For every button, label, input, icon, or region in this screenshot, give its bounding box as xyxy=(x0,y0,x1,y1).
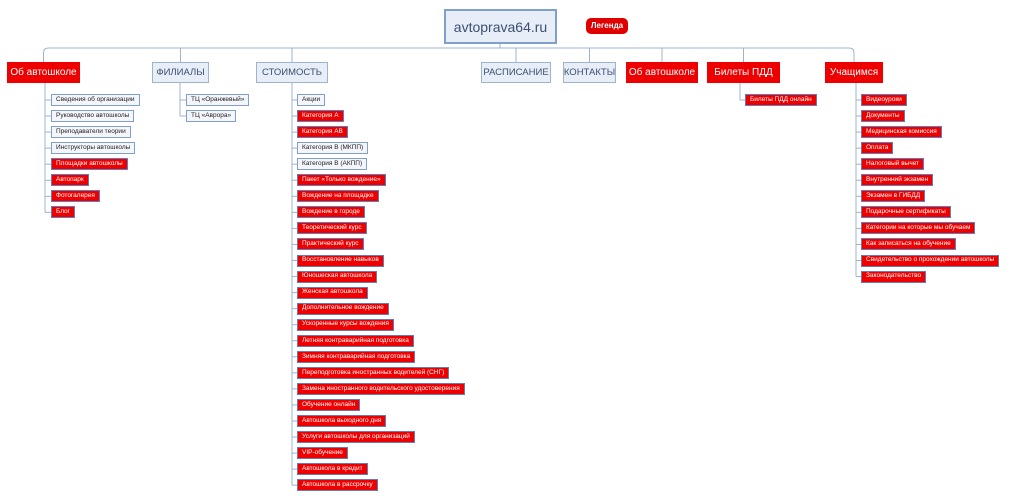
menu-item[interactable]: Видеоуроки xyxy=(861,94,907,106)
menu-item[interactable]: Налоговый вычет xyxy=(861,158,925,171)
menu-item[interactable]: ТЦ «Аврора» xyxy=(186,110,237,123)
menu-item[interactable]: Женская автошкола xyxy=(297,286,368,299)
menu-item[interactable]: Медицинская комиссия xyxy=(861,126,942,139)
menu-item[interactable]: Дополнительное вождение xyxy=(297,302,389,315)
menu-item[interactable]: Автошкола в кредит xyxy=(297,463,368,476)
menu-item[interactable]: Категория В (АКПП) xyxy=(297,158,368,171)
menu-item[interactable]: Площадки автошколы xyxy=(51,158,128,171)
menu-item[interactable]: Билеты ПДД онлайн xyxy=(745,94,817,106)
menu-item[interactable]: Вождение на площадке xyxy=(297,190,379,203)
branch-label: Билеты ПДД xyxy=(714,66,773,78)
bus-line xyxy=(43,47,855,62)
menu-item[interactable]: Инструкторы автошколы xyxy=(51,142,136,155)
menu-item[interactable]: Фотогалерея xyxy=(51,190,100,203)
branch-tickets[interactable]: Билеты ПДД xyxy=(707,62,780,83)
branch-price[interactable]: СТОИМОСТЬ xyxy=(256,62,328,83)
menu-item[interactable]: Категория А xyxy=(297,110,344,123)
menu-item[interactable]: Подарочные сертификаты xyxy=(861,206,951,219)
branch-branches[interactable]: ФИЛИАЛЫ xyxy=(152,62,209,83)
menu-item[interactable]: Экзамен в ГИБДД xyxy=(861,190,926,203)
menu-item[interactable]: Категория АВ xyxy=(297,126,348,139)
branch-about[interactable]: Об автошколе xyxy=(7,62,80,83)
menu-item[interactable]: Акции xyxy=(297,94,326,106)
menu-item[interactable]: Оплата xyxy=(861,142,894,155)
menu-item[interactable]: Законодательство xyxy=(861,270,927,283)
menu-item[interactable]: Категории на которые мы обучаем xyxy=(861,222,976,235)
menu-item[interactable]: Как записаться на обучение xyxy=(861,238,956,251)
branch-schedule[interactable]: РАСПИСАНИЕ xyxy=(481,62,551,83)
menu-item[interactable]: Руководство автошколы xyxy=(51,110,135,123)
menu-item[interactable]: Категория В (МКПП) xyxy=(297,142,369,155)
menu-item[interactable]: Внутренний экзамен xyxy=(861,174,934,187)
menu-item[interactable]: Автопарк xyxy=(51,174,89,187)
branch-label: КОНТАКТЫ xyxy=(563,66,616,78)
menu-item[interactable]: Обучение онлайн xyxy=(297,398,361,411)
branch-label: Об автошколе xyxy=(10,66,77,78)
branch-label: Учащимся xyxy=(829,66,879,78)
branch-about2[interactable]: Об автошколе xyxy=(626,62,698,83)
root-label: avtoprava64.ru xyxy=(453,18,548,35)
branch-label: РАСПИСАНИЕ xyxy=(483,66,549,78)
legend-button[interactable]: Легенда xyxy=(586,18,628,34)
menu-item[interactable]: Блог xyxy=(51,206,76,219)
menu-item[interactable]: Практический курс xyxy=(297,238,364,251)
branch-contacts[interactable]: КОНТАКТЫ xyxy=(563,62,616,83)
menu-item[interactable]: Преподаватели теории xyxy=(51,126,131,139)
menu-item[interactable]: VIP-обучение xyxy=(297,447,348,460)
menu-item[interactable]: Документы xyxy=(861,110,905,123)
branch-label: СТОИМОСТЬ xyxy=(261,66,323,78)
menu-item[interactable]: Пакет «Только вождение» xyxy=(297,174,386,187)
menu-item[interactable]: Автошкола выходного дня xyxy=(297,415,387,427)
legend-label: Легенда xyxy=(590,21,624,30)
menu-item[interactable]: Замена иностранного водительского удосто… xyxy=(297,382,465,395)
branch-label: Об автошколе xyxy=(628,66,696,78)
menu-item[interactable]: Услуги автошколы для организаций xyxy=(297,431,415,444)
menu-item[interactable]: Переподготовка иностранных водителей (СН… xyxy=(297,366,450,379)
menu-item[interactable]: Вождение в городе xyxy=(297,206,365,219)
menu-item[interactable]: Автошкола в рассрочку xyxy=(297,479,378,492)
menu-item[interactable]: Юношеская автошкола xyxy=(297,270,378,283)
branch-students[interactable]: Учащимся xyxy=(825,62,883,83)
root-node[interactable]: avtoprava64.ru xyxy=(444,9,557,44)
menu-item[interactable]: Летняя контраварийная подготовка xyxy=(297,334,414,347)
branch-label: ФИЛИАЛЫ xyxy=(156,66,205,78)
menu-item[interactable]: Сведения об организации xyxy=(51,94,140,106)
menu-item[interactable]: Теоретический курс xyxy=(297,222,367,235)
menu-item[interactable]: Восстановление навыков xyxy=(297,254,384,267)
menu-item[interactable]: Свидетельство о прохождении автошколы xyxy=(861,254,1000,267)
menu-item[interactable]: Ускоренные курсы вождения xyxy=(297,318,394,331)
menu-item[interactable]: Зимняя контраварийная подготовка xyxy=(297,350,416,363)
menu-item[interactable]: ТЦ «Оранжевый» xyxy=(186,94,250,106)
